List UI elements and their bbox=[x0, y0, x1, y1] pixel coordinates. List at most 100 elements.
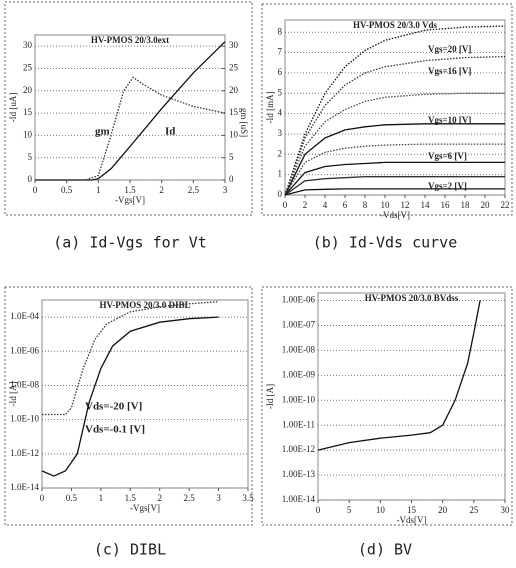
series-label: Vgs=16 [V] bbox=[428, 66, 471, 76]
x-tick-label: 2.5 bbox=[188, 185, 200, 195]
y2-tick-label: 5 bbox=[229, 152, 234, 162]
x-tick-label: 20 bbox=[481, 200, 491, 210]
y-tick-label: 0 bbox=[28, 174, 33, 184]
panel-frame bbox=[4, 1, 253, 216]
y-tick-label: 2 bbox=[278, 148, 283, 158]
data-line bbox=[35, 76, 226, 181]
y-tick-label: 1.00E-09 bbox=[282, 369, 316, 379]
x-tick-label: 6 bbox=[343, 200, 348, 210]
x-tick-label: 2.5 bbox=[184, 493, 196, 503]
panel-frame bbox=[261, 286, 513, 526]
y-tick-label: 1.0E-08 bbox=[10, 380, 39, 390]
y-tick-label: 1.0E-12 bbox=[10, 448, 39, 458]
y2-tick-label: 0 bbox=[229, 174, 234, 184]
series-label: Vgs=10 [V] bbox=[428, 115, 471, 125]
annotation: Vds=-0.1 [V] bbox=[85, 424, 145, 436]
data-line bbox=[284, 25, 506, 196]
x-axis-label: -Vgs[V] bbox=[115, 195, 145, 205]
x-tick-label: 30 bbox=[501, 505, 511, 515]
y-tick-label: 1.0E-14 bbox=[10, 482, 39, 492]
y2-tick-label: 15 bbox=[229, 107, 239, 117]
y-tick-label: 1.00E-08 bbox=[282, 344, 316, 354]
panel-frame bbox=[4, 286, 253, 526]
y-axis-label: -Id [mA] bbox=[265, 91, 275, 123]
y-axis-label: -Id [A] bbox=[265, 384, 275, 409]
chart-title: HV-PMOS 20/3.0ext bbox=[91, 35, 169, 45]
panel-frame bbox=[261, 3, 513, 216]
y-tick-label: 1.00E-14 bbox=[282, 494, 316, 504]
y-tick-label: 6 bbox=[278, 67, 283, 77]
data-line bbox=[284, 143, 505, 196]
plot-area bbox=[284, 19, 506, 196]
data-line bbox=[317, 300, 481, 451]
y-tick-label: 20 bbox=[23, 85, 33, 95]
y-axis-label: -Id [uA] bbox=[8, 93, 18, 123]
x-tick-label: 2 bbox=[303, 200, 308, 210]
y-tick-label: 5 bbox=[28, 152, 33, 162]
y-tick-label: 1.00E-13 bbox=[282, 469, 316, 479]
y2-tick-label: 25 bbox=[229, 63, 239, 73]
y-tick-label: 1.0E-04 bbox=[10, 311, 39, 321]
x-axis-label: -Vds[V] bbox=[380, 210, 410, 220]
y-tick-label: 1.00E-11 bbox=[282, 419, 315, 429]
data-line bbox=[41, 316, 219, 477]
x-tick-label: 8 bbox=[363, 200, 368, 210]
x-tick-label: 14 bbox=[421, 200, 431, 210]
x-tick-label: 1 bbox=[99, 493, 104, 503]
y-tick-label: 4 bbox=[278, 108, 283, 118]
x-tick-label: 0.5 bbox=[61, 185, 73, 195]
y-tick-label: 10 bbox=[23, 129, 33, 139]
y-tick-label: 25 bbox=[23, 63, 33, 73]
x-tick-label: 16 bbox=[441, 200, 451, 210]
plot-area bbox=[317, 292, 506, 501]
x-tick-label: 1.5 bbox=[125, 493, 137, 503]
y2-axis-label: gm [uS] bbox=[239, 108, 249, 137]
x-tick-label: 20 bbox=[438, 505, 448, 515]
x-tick-label: 3 bbox=[223, 185, 228, 195]
y-tick-label: 1 bbox=[278, 169, 283, 179]
chart-title: HV-PMOS 20/3.0 DIBL bbox=[99, 300, 190, 310]
y2-tick-label: 30 bbox=[229, 40, 239, 50]
data-line bbox=[284, 123, 505, 196]
x-tick-label: 5 bbox=[347, 505, 352, 515]
caption: (c) DIBL bbox=[94, 541, 166, 559]
y-tick-label: 5 bbox=[278, 87, 283, 97]
chart-title: HV-PMOS 20/3.0 Vds bbox=[353, 20, 437, 30]
x-tick-label: 15 bbox=[407, 505, 417, 515]
x-tick-label: 2 bbox=[159, 185, 164, 195]
x-tick-label: 0 bbox=[33, 185, 38, 195]
y-tick-label: 1.0E-06 bbox=[10, 345, 39, 355]
data-line bbox=[35, 41, 226, 181]
x-axis-label: -Vgs[V] bbox=[130, 503, 160, 513]
x-tick-label: 0 bbox=[316, 505, 321, 515]
x-tick-label: 3 bbox=[216, 493, 221, 503]
data-line bbox=[284, 176, 505, 196]
x-tick-label: 0 bbox=[283, 200, 288, 210]
annotation: Id bbox=[165, 126, 175, 138]
caption: (b) Id-Vds curve bbox=[313, 234, 458, 252]
y-tick-label: 1.00E-10 bbox=[282, 394, 316, 404]
series-label: Vgs=20 [V] bbox=[428, 44, 471, 54]
data-line bbox=[284, 55, 506, 196]
y2-tick-label: 20 bbox=[229, 85, 239, 95]
x-tick-label: 4 bbox=[323, 200, 328, 210]
y-tick-label: 7 bbox=[278, 47, 283, 57]
x-tick-label: 10 bbox=[381, 200, 391, 210]
y-tick-label: 15 bbox=[23, 107, 33, 117]
annotation: gm bbox=[95, 126, 110, 138]
y-tick-label: 1.00E-07 bbox=[282, 320, 316, 330]
data-line bbox=[284, 161, 505, 196]
data-line bbox=[42, 301, 219, 416]
y-tick-label: 8 bbox=[278, 26, 283, 36]
x-tick-label: 12 bbox=[401, 200, 410, 210]
x-tick-label: 25 bbox=[469, 505, 479, 515]
y-tick-label: 1.0E-10 bbox=[10, 414, 39, 424]
x-axis-label: -Vds[V] bbox=[397, 515, 427, 525]
caption: (d) BV bbox=[358, 541, 412, 559]
annotation: Vds=-20 [V] bbox=[85, 401, 142, 413]
plot-area bbox=[34, 34, 226, 181]
x-tick-label: 10 bbox=[376, 505, 386, 515]
x-tick-label: 0 bbox=[40, 493, 45, 503]
x-tick-label: 18 bbox=[461, 200, 471, 210]
